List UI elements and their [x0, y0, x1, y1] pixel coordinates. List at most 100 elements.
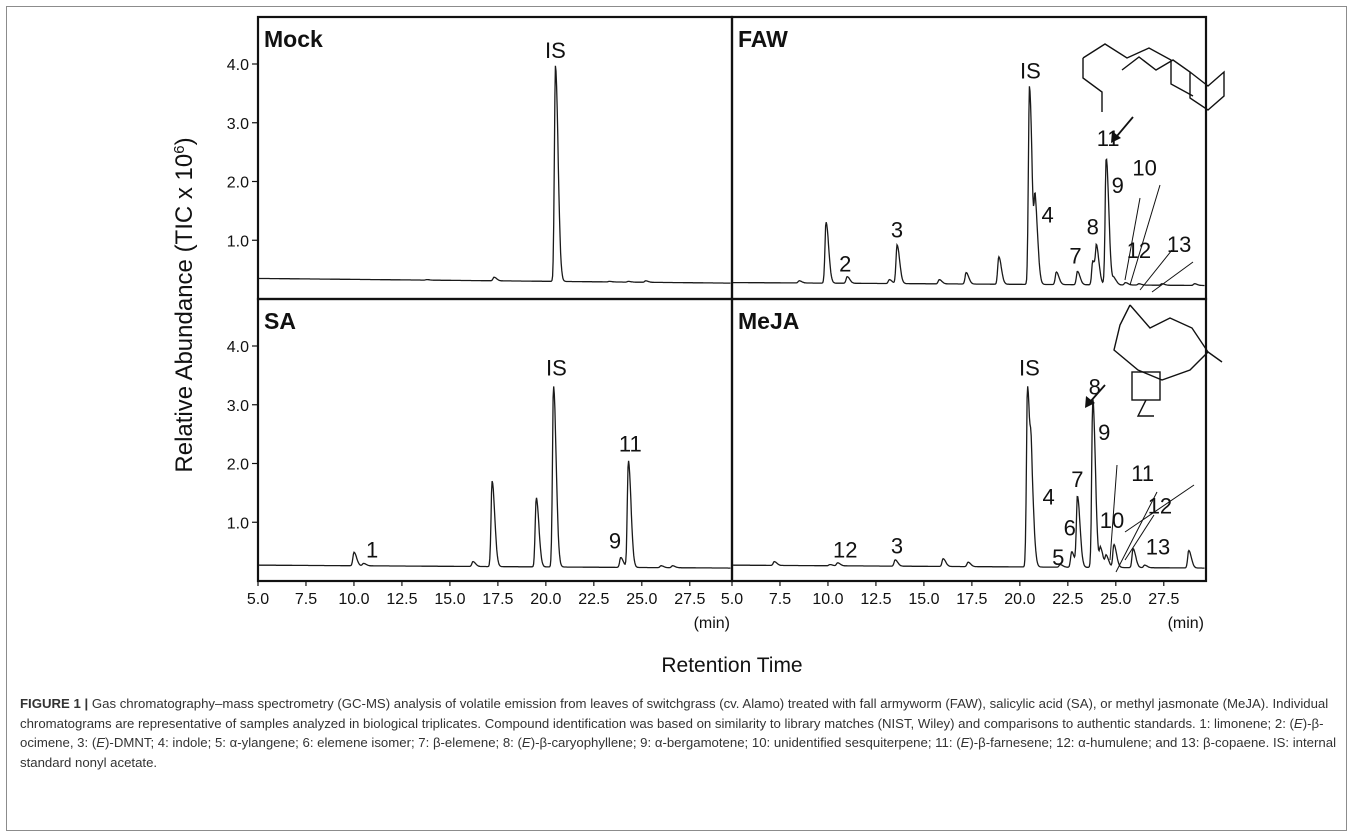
caption-segment: E	[1293, 715, 1303, 731]
peak-label: 9	[1112, 173, 1124, 198]
y-axis-label-main: Relative Abundance (TIC x 10	[171, 154, 198, 473]
leader-line	[1124, 484, 1195, 533]
y-axis-label: Relative Abundance (TIC x 106)	[171, 137, 199, 472]
x-unit-label: (min)	[694, 615, 730, 632]
y-tick-label: 4.0	[227, 339, 249, 356]
leader-line	[1124, 514, 1155, 561]
x-tick-label: 7.5	[295, 591, 317, 608]
y-tick-label: 2.0	[227, 457, 249, 474]
leader-line	[1115, 491, 1158, 573]
peak-label: 3	[891, 217, 903, 242]
x-tick-label: 17.5	[482, 591, 513, 608]
peak-label: 11	[619, 432, 642, 457]
panel-title: FAW	[738, 26, 788, 52]
molecule-methylene	[1207, 351, 1223, 363]
panel-border	[730, 297, 1208, 583]
x-tick-label: 7.5	[769, 591, 791, 608]
leader-line	[1151, 261, 1194, 293]
caption-lead: FIGURE 1 |	[20, 696, 89, 711]
peak-label: 5	[1052, 545, 1064, 570]
panel-border	[256, 297, 734, 583]
molecule-structure-farnesene-head	[1082, 58, 1103, 112]
x-tick-label: 17.5	[956, 591, 987, 608]
peak-label: 4	[1043, 485, 1055, 510]
caption-segment: E	[96, 735, 106, 750]
x-tick-label: 5.0	[247, 591, 269, 608]
peak-label: 3	[891, 533, 903, 558]
y-tick-label: 3.0	[227, 116, 249, 133]
peak-label: 6	[1064, 516, 1076, 541]
peak-label: 8	[1087, 214, 1099, 239]
figure-frame	[6, 6, 1347, 831]
caption-segment: )-DMNT; 4: indole; 5: α-ylangene; 6: ele…	[105, 735, 522, 750]
caption-segment: )-β-ocimene, 3: (	[20, 715, 1324, 751]
panel-title: MeJA	[738, 308, 799, 334]
trace-faw	[733, 86, 1205, 287]
leader-line	[1109, 464, 1118, 561]
x-tick-label: 10.0	[338, 591, 369, 608]
caption-body: Gas chromatography–mass spectrometry (GC…	[20, 696, 1336, 770]
y-tick-label: 1.0	[227, 233, 249, 250]
leader-line	[1139, 249, 1173, 291]
molecule-structure-caryophyllene	[1113, 304, 1209, 381]
peak-label: 1	[366, 537, 378, 562]
figure-caption: FIGURE 1 | Gas chromatography–mass spect…	[20, 694, 1338, 772]
molecule-gem-dimethyl	[1136, 399, 1154, 417]
arrow-head	[1085, 396, 1095, 408]
peak-label: 13	[1146, 535, 1170, 560]
caption-segment: E	[521, 735, 531, 750]
caption-segment: )-β-farnesene; 12: α-humulene; and 13: β…	[20, 735, 1337, 770]
y-tick-label: 3.0	[227, 398, 249, 415]
x-tick-label: 25.0	[626, 591, 657, 608]
peak-label: 4	[1042, 203, 1054, 228]
peak-label: 7	[1071, 467, 1083, 492]
x-tick-label: 12.5	[386, 591, 417, 608]
leader-line	[1124, 197, 1141, 281]
leader-line	[1129, 184, 1161, 286]
molecule-structure-farnesene-tail	[1082, 43, 1194, 97]
x-tick-label: 10.0	[812, 591, 843, 608]
arrow-line	[1089, 384, 1106, 403]
trace-meja	[733, 386, 1205, 569]
y-axis-label-exponent: 6	[171, 145, 188, 153]
y-tick-label: 1.0	[227, 515, 249, 532]
x-unit-label: (min)	[1168, 615, 1204, 632]
arrow-head	[1111, 131, 1121, 143]
caption-segment: Gas chromatography–mass spectrometry (GC…	[20, 696, 1329, 731]
arrow-line	[1116, 116, 1134, 137]
panel-title: SA	[264, 308, 296, 334]
y-tick-label: 2.0	[227, 175, 249, 192]
y-tick-label: 4.0	[227, 57, 249, 74]
peak-label: IS	[1019, 355, 1040, 380]
peak-label: IS	[546, 355, 567, 380]
peak-label: 12	[833, 537, 857, 562]
peak-label: 10	[1132, 156, 1156, 181]
molecule-structure-farnesene	[1121, 56, 1225, 111]
x-tick-label: 12.5	[860, 591, 891, 608]
x-tick-label: 25.0	[1100, 591, 1131, 608]
x-axis-label: Retention Time	[661, 654, 802, 677]
peak-label: 7	[1069, 244, 1081, 269]
x-tick-label: 5.0	[721, 591, 743, 608]
panel-sa: SA IS 1 9 11 1.0 2.0 3.0 4.0 5.0 7.5 10.0 12.5 15.0 17…	[227, 297, 734, 632]
x-tick-label: 22.5	[1052, 591, 1083, 608]
peak-label: IS	[545, 38, 566, 63]
peak-label: 9	[1098, 420, 1110, 445]
peak-label: 11	[1131, 461, 1154, 486]
molecule-cyclobutane	[1131, 371, 1161, 401]
trace-sa	[259, 386, 731, 569]
peak-label: IS	[1020, 59, 1041, 84]
x-tick-label: 27.5	[674, 591, 705, 608]
x-tick-label: 20.0	[530, 591, 561, 608]
caption-segment: E	[960, 735, 970, 750]
panel-border	[256, 15, 734, 301]
caption-segment: )-β-caryophyllene; 9: α-bergamotene; 10:…	[530, 735, 961, 750]
trace-mock	[258, 65, 731, 284]
panel-mock: Mock IS 1.0 2.0 3.0 4.0	[227, 15, 734, 301]
peak-label: 9	[609, 529, 621, 554]
x-tick-label: 20.0	[1004, 591, 1035, 608]
peak-label: 13	[1167, 232, 1191, 257]
